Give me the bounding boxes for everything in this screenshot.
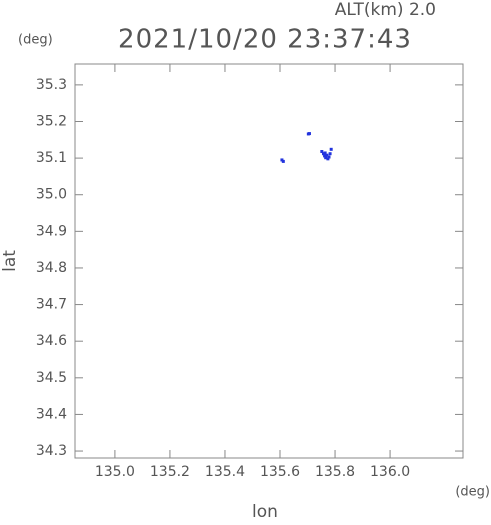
x-tick-label: 135.0 bbox=[95, 464, 135, 480]
point bbox=[323, 154, 327, 158]
y-tick-label: 35.1 bbox=[36, 150, 67, 166]
y-tick-label: 34.6 bbox=[36, 333, 67, 349]
point bbox=[325, 153, 329, 157]
x-tick-label: 135.4 bbox=[205, 464, 245, 480]
x-tick-label: 135.8 bbox=[315, 464, 355, 480]
y-tick-label: 34.7 bbox=[36, 297, 67, 313]
chart-title: 2021/10/20 23:37:43 bbox=[118, 25, 412, 55]
point bbox=[281, 159, 285, 163]
x-unit: (deg) bbox=[455, 485, 490, 500]
y-tick-label: 34.8 bbox=[36, 260, 67, 276]
point bbox=[307, 132, 311, 136]
x-tick-label: 136.0 bbox=[370, 464, 410, 480]
point bbox=[321, 152, 325, 156]
x-tick-label: 135.2 bbox=[150, 464, 190, 480]
plot-frame bbox=[74, 63, 464, 459]
x-axis-label: lon bbox=[252, 502, 278, 521]
point bbox=[323, 151, 327, 155]
y-tick-label: 35.3 bbox=[36, 77, 67, 93]
y-tick-label: 35.0 bbox=[36, 187, 67, 203]
y-tick-label: 34.5 bbox=[36, 370, 67, 386]
x-tick-label: 135.6 bbox=[260, 464, 300, 480]
y-axis-label: lat bbox=[0, 250, 20, 272]
y-tick-label: 34.4 bbox=[36, 406, 67, 422]
point bbox=[329, 147, 333, 151]
point bbox=[326, 157, 330, 161]
point bbox=[324, 156, 328, 160]
point bbox=[327, 155, 331, 159]
y-tick-label: 34.9 bbox=[36, 223, 67, 239]
point bbox=[320, 150, 324, 154]
point bbox=[328, 152, 332, 156]
y-unit: (deg) bbox=[18, 33, 53, 48]
y-tick-label: 35.2 bbox=[36, 113, 67, 129]
chart-subtitle: ALT(km) 2.0 bbox=[335, 0, 436, 20]
y-tick-label: 34.3 bbox=[36, 443, 67, 459]
